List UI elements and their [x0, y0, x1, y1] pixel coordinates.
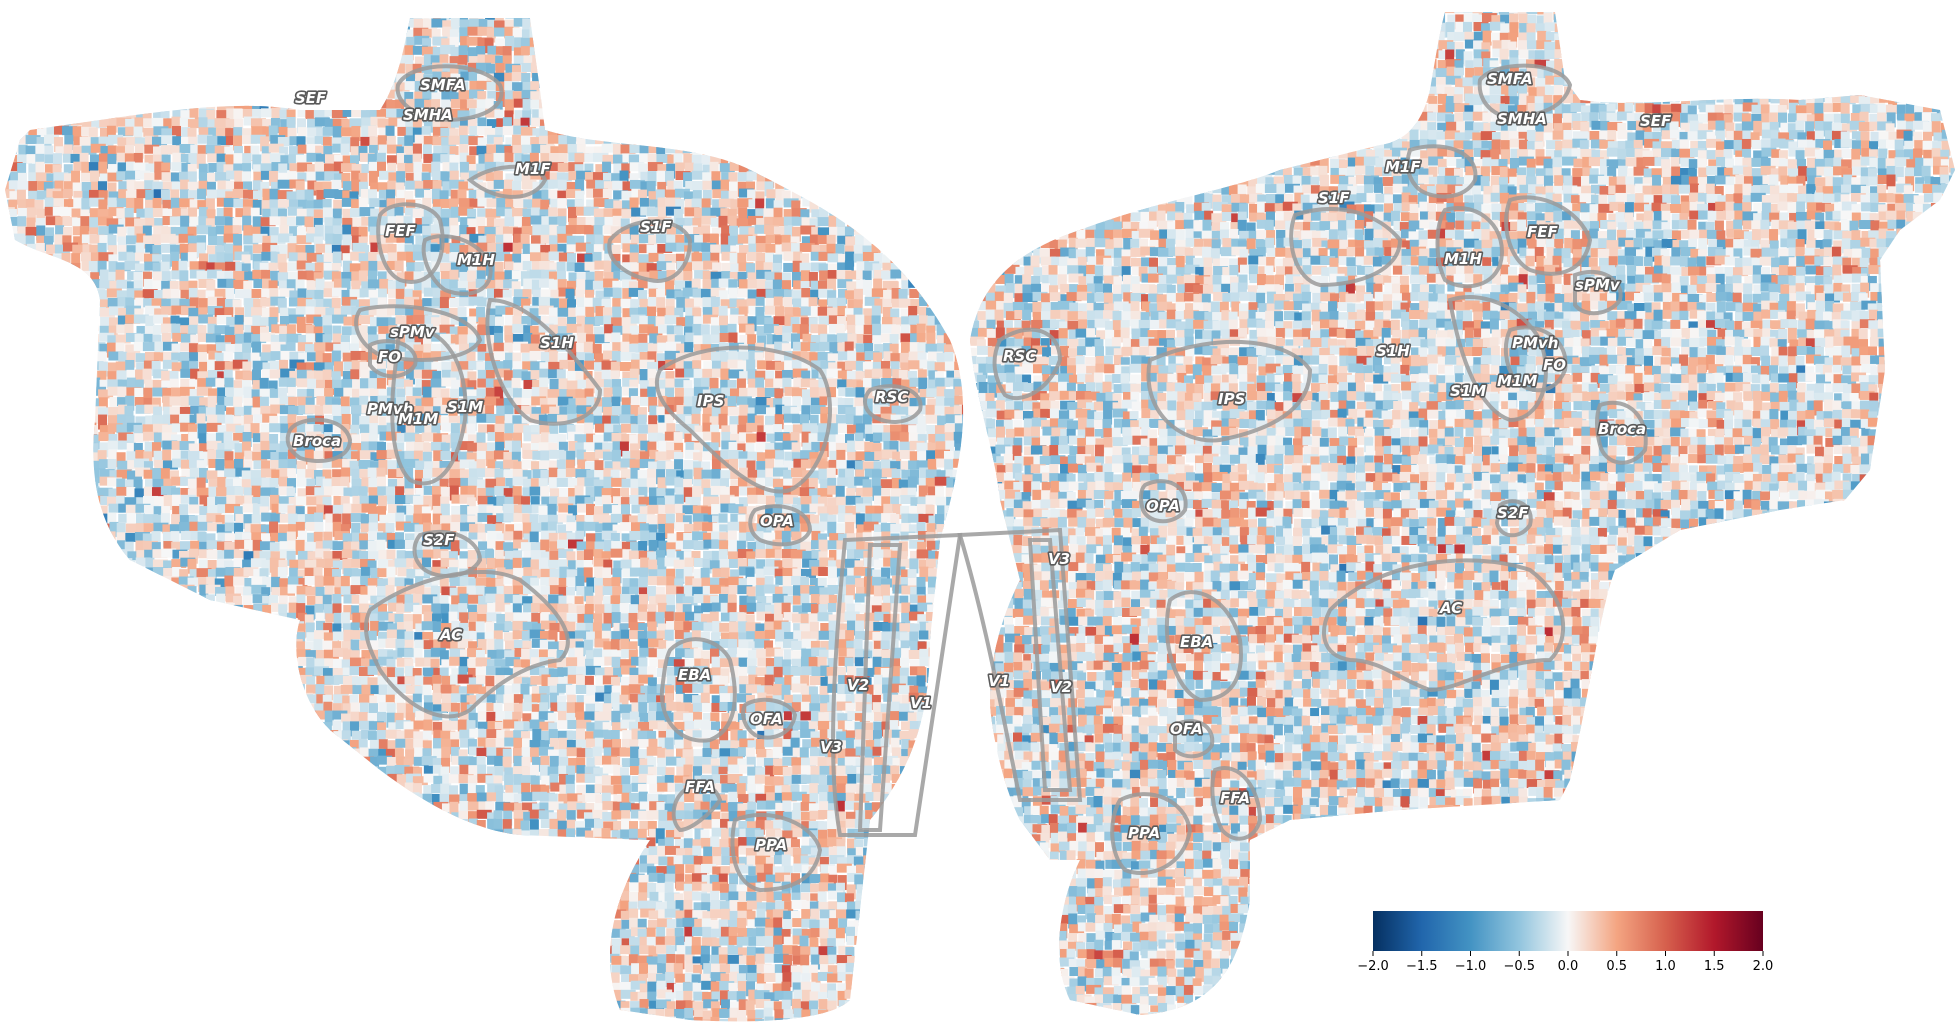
roi-label-ac: AC — [439, 626, 462, 644]
roi-label-ffa: FFA — [685, 778, 715, 796]
right-hemisphere-roi-labels: SMFA SMHA SEF M1F S1F FEF M1H sPMv RSC S… — [986, 68, 1673, 843]
roi-label-s1h: S1H — [1376, 342, 1410, 360]
roi-label-smha: SMHA — [1497, 110, 1547, 128]
colorbar-tick-label: −2.0 — [1357, 959, 1389, 974]
colorbar-ticks: −2.0 −1.5 −1.0 −0.5 0.0 0.5 1.0 1.5 2.0 — [1357, 951, 1773, 974]
roi-label-fef: FEF — [1527, 223, 1558, 241]
roi-label-ips: IPS — [697, 392, 724, 410]
roi-label-fo: FO — [1543, 356, 1566, 374]
roi-label-eba: EBA — [678, 666, 711, 684]
roi-label-s1h: S1H — [540, 334, 574, 352]
colorbar-gradient — [1373, 911, 1763, 951]
roi-label-pmvh: PMvh — [367, 400, 413, 418]
roi-label-ofa: OFA — [1170, 720, 1203, 738]
roi-outlines — [285, 63, 1648, 893]
roi-label-opa: OPA — [1146, 497, 1180, 515]
colorbar-tick-label: 2.0 — [1753, 959, 1774, 974]
roi-label-eba: EBA — [1180, 633, 1213, 651]
roi-label-sef: SEF — [295, 89, 327, 107]
roi-label-smha: SMHA — [403, 106, 453, 124]
roi-label-fef: FEF — [385, 222, 416, 240]
left-hemisphere-roi-labels: SEF SMFA SMHA M1F FEF M1H S1F sPMv S1H F… — [291, 74, 933, 855]
roi-label-v3: V3 — [820, 738, 842, 756]
colorbar-tick-label: −1.5 — [1406, 959, 1438, 974]
colorbar-tick-label: −1.0 — [1455, 959, 1487, 974]
roi-label-spmv: sPMv — [1575, 276, 1621, 294]
roi-label-m1h: M1H — [1444, 250, 1482, 268]
colorbar-tick-label: 0.5 — [1606, 959, 1627, 974]
roi-label-ppa: PPA — [755, 836, 787, 854]
roi-label-m1m: M1M — [1497, 372, 1537, 390]
roi-label-ppa: PPA — [1128, 824, 1160, 842]
roi-label-smfa: SMFA — [1487, 70, 1533, 88]
roi-label-smfa: SMFA — [420, 76, 466, 94]
roi-label-opa: OPA — [760, 512, 794, 530]
roi-label-v2: V2 — [1050, 678, 1072, 696]
roi-label-v1: V1 — [988, 672, 1010, 690]
roi-label-s1m: S1M — [447, 398, 483, 416]
roi-label-broca: Broca — [1598, 420, 1646, 438]
roi-label-m1h: M1H — [457, 251, 495, 269]
roi-label-fo: FO — [378, 348, 401, 366]
colorbar: −2.0 −1.5 −1.0 −0.5 0.0 0.5 1.0 1.5 2.0 — [1357, 911, 1773, 974]
roi-label-spmv: sPMv — [390, 323, 436, 341]
roi-label-s1f: S1F — [1318, 189, 1350, 207]
roi-label-s1m: S1M — [1450, 382, 1486, 400]
roi-label-s2f: S2F — [423, 531, 455, 549]
roi-label-v2: V2 — [847, 676, 869, 694]
roi-label-v1: V1 — [910, 694, 932, 712]
roi-label-ffa: FFA — [1220, 789, 1250, 807]
left-hemisphere-activation — [5, 18, 964, 1022]
colorbar-tick-label: 1.5 — [1704, 959, 1725, 974]
roi-label-ips: IPS — [1218, 390, 1245, 408]
roi-label-ofa: OFA — [750, 710, 783, 728]
colorbar-tick-label: 0.0 — [1558, 959, 1579, 974]
roi-label-s1f: S1F — [640, 218, 672, 236]
roi-label-pmvh: PMvh — [1512, 334, 1558, 352]
roi-label-m1f: M1F — [1385, 158, 1421, 176]
colorbar-tick-label: −0.5 — [1503, 959, 1535, 974]
roi-label-broca: Broca — [293, 432, 341, 450]
roi-label-sef: SEF — [1640, 112, 1672, 130]
roi-label-m1m: M1M — [398, 410, 438, 428]
roi-label-s2f: S2F — [1497, 504, 1529, 522]
colorbar-tick-label: 1.0 — [1655, 959, 1676, 974]
roi-label-rsc: RSC — [1003, 347, 1036, 365]
roi-label-ac: AC — [1439, 599, 1462, 617]
right-hemisphere-activation — [970, 12, 1955, 1015]
roi-label-v3: V3 — [1048, 550, 1070, 568]
roi-label-rsc: RSC — [875, 388, 908, 406]
roi-label-m1f: M1F — [515, 160, 551, 178]
